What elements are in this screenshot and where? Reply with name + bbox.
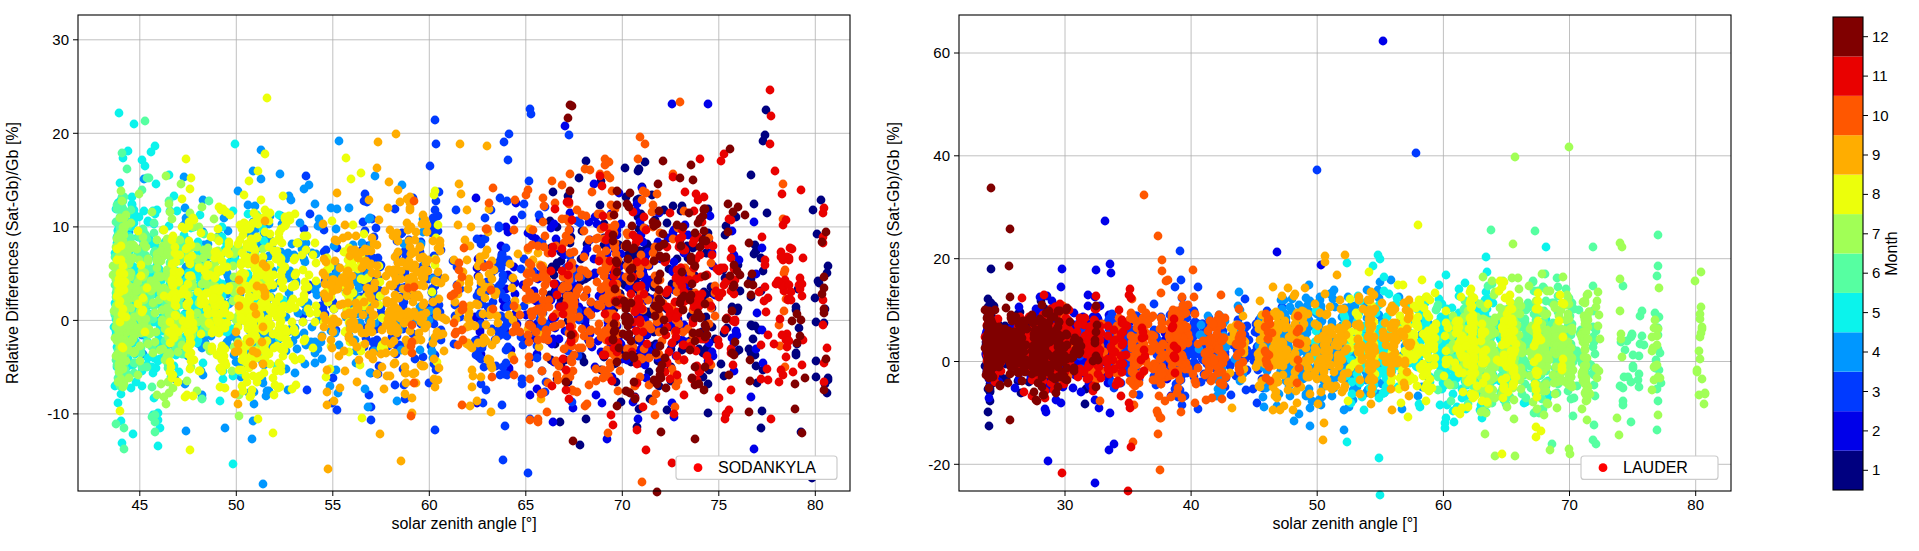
svg-text:4: 4 [1872, 343, 1880, 360]
svg-text:3: 3 [1872, 383, 1880, 400]
svg-text:0: 0 [61, 312, 69, 329]
svg-text:solar zenith angle [°]: solar zenith angle [°] [391, 515, 536, 532]
svg-text:60: 60 [1435, 496, 1452, 513]
svg-text:70: 70 [1561, 496, 1578, 513]
svg-text:8: 8 [1872, 185, 1880, 202]
svg-text:7: 7 [1872, 225, 1880, 242]
svg-text:11: 11 [1872, 67, 1888, 84]
svg-text:20: 20 [52, 125, 69, 142]
svg-text:20: 20 [933, 250, 950, 267]
svg-text:50: 50 [1309, 496, 1326, 513]
svg-text:Relative Differences (Sat-Gb)/: Relative Differences (Sat-Gb)/Gb [%] [4, 122, 21, 384]
svg-text:65: 65 [517, 496, 534, 513]
svg-text:55: 55 [324, 496, 341, 513]
svg-text:2: 2 [1872, 422, 1880, 439]
svg-text:Relative Differences (Sat-Gb)/: Relative Differences (Sat-Gb)/Gb [%] [885, 122, 902, 384]
svg-text:40: 40 [1183, 496, 1200, 513]
svg-text:45: 45 [131, 496, 148, 513]
svg-text:-10: -10 [47, 405, 69, 422]
svg-text:-20: -20 [928, 456, 950, 473]
svg-text:Month: Month [1883, 231, 1900, 275]
svg-text:60: 60 [421, 496, 438, 513]
svg-text:30: 30 [52, 31, 69, 48]
svg-text:solar zenith angle [°]: solar zenith angle [°] [1272, 515, 1417, 532]
svg-text:40: 40 [933, 147, 950, 164]
svg-text:LAUDER: LAUDER [1623, 459, 1688, 476]
svg-text:0: 0 [942, 353, 950, 370]
svg-text:5: 5 [1872, 304, 1880, 321]
svg-text:10: 10 [52, 218, 69, 235]
svg-text:SODANKYLA: SODANKYLA [718, 459, 816, 476]
svg-text:30: 30 [1057, 496, 1074, 513]
svg-text:12: 12 [1872, 28, 1889, 45]
svg-text:60: 60 [933, 44, 950, 61]
svg-text:9: 9 [1872, 146, 1880, 163]
svg-text:1: 1 [1872, 461, 1880, 478]
svg-text:6: 6 [1872, 264, 1880, 281]
svg-text:10: 10 [1872, 107, 1889, 124]
svg-text:50: 50 [228, 496, 245, 513]
svg-text:80: 80 [1687, 496, 1704, 513]
svg-text:80: 80 [807, 496, 824, 513]
svg-text:75: 75 [710, 496, 727, 513]
svg-text:70: 70 [614, 496, 631, 513]
